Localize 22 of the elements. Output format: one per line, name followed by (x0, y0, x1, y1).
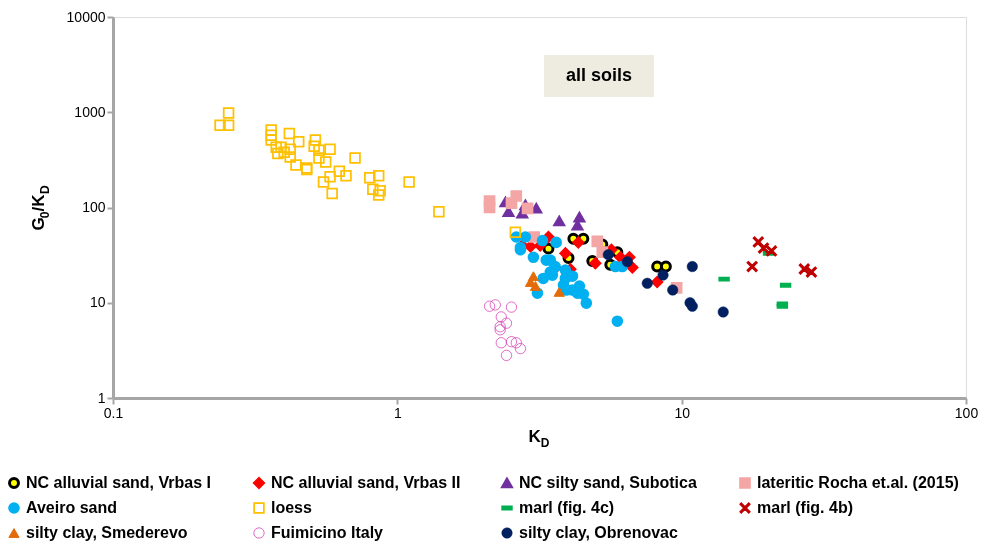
x-tick-label: 100 (954, 404, 979, 421)
y-axis-title: G0/KD (29, 185, 52, 231)
legend-label: NC silty sand, Subotica (519, 474, 697, 491)
legend-label: silty clay, Smederevo (26, 524, 188, 541)
y-tick-label: 10000 (66, 8, 106, 25)
y-tick-label: 100 (82, 199, 106, 215)
y-tick-label: 10 (89, 294, 106, 311)
x-tick-label: 0.1 (103, 404, 124, 421)
legend-label: lateritic Rocha et.al. (2015) (757, 474, 959, 491)
y-tick-label: 1 (97, 389, 106, 406)
legend-label: Aveiro sand (26, 499, 117, 516)
x-tick-label: 1 (393, 404, 402, 421)
legend-label: NC alluvial sand, Vrbas II (271, 474, 461, 491)
legend-label: marl (fig. 4c) (519, 499, 615, 516)
legend-label: marl (fig. 4b) (757, 499, 854, 516)
legend-label: NC alluvial sand, Vrbas I (26, 474, 211, 491)
y-tick-label: 1000 (74, 103, 106, 120)
legend-label: Fuimicino Italy (271, 524, 384, 541)
x-tick-label: 10 (674, 404, 691, 421)
annotation: all soils (565, 65, 633, 85)
legend-label: silty clay, Obrenovac (519, 524, 678, 541)
legend-label: loess (271, 499, 313, 516)
